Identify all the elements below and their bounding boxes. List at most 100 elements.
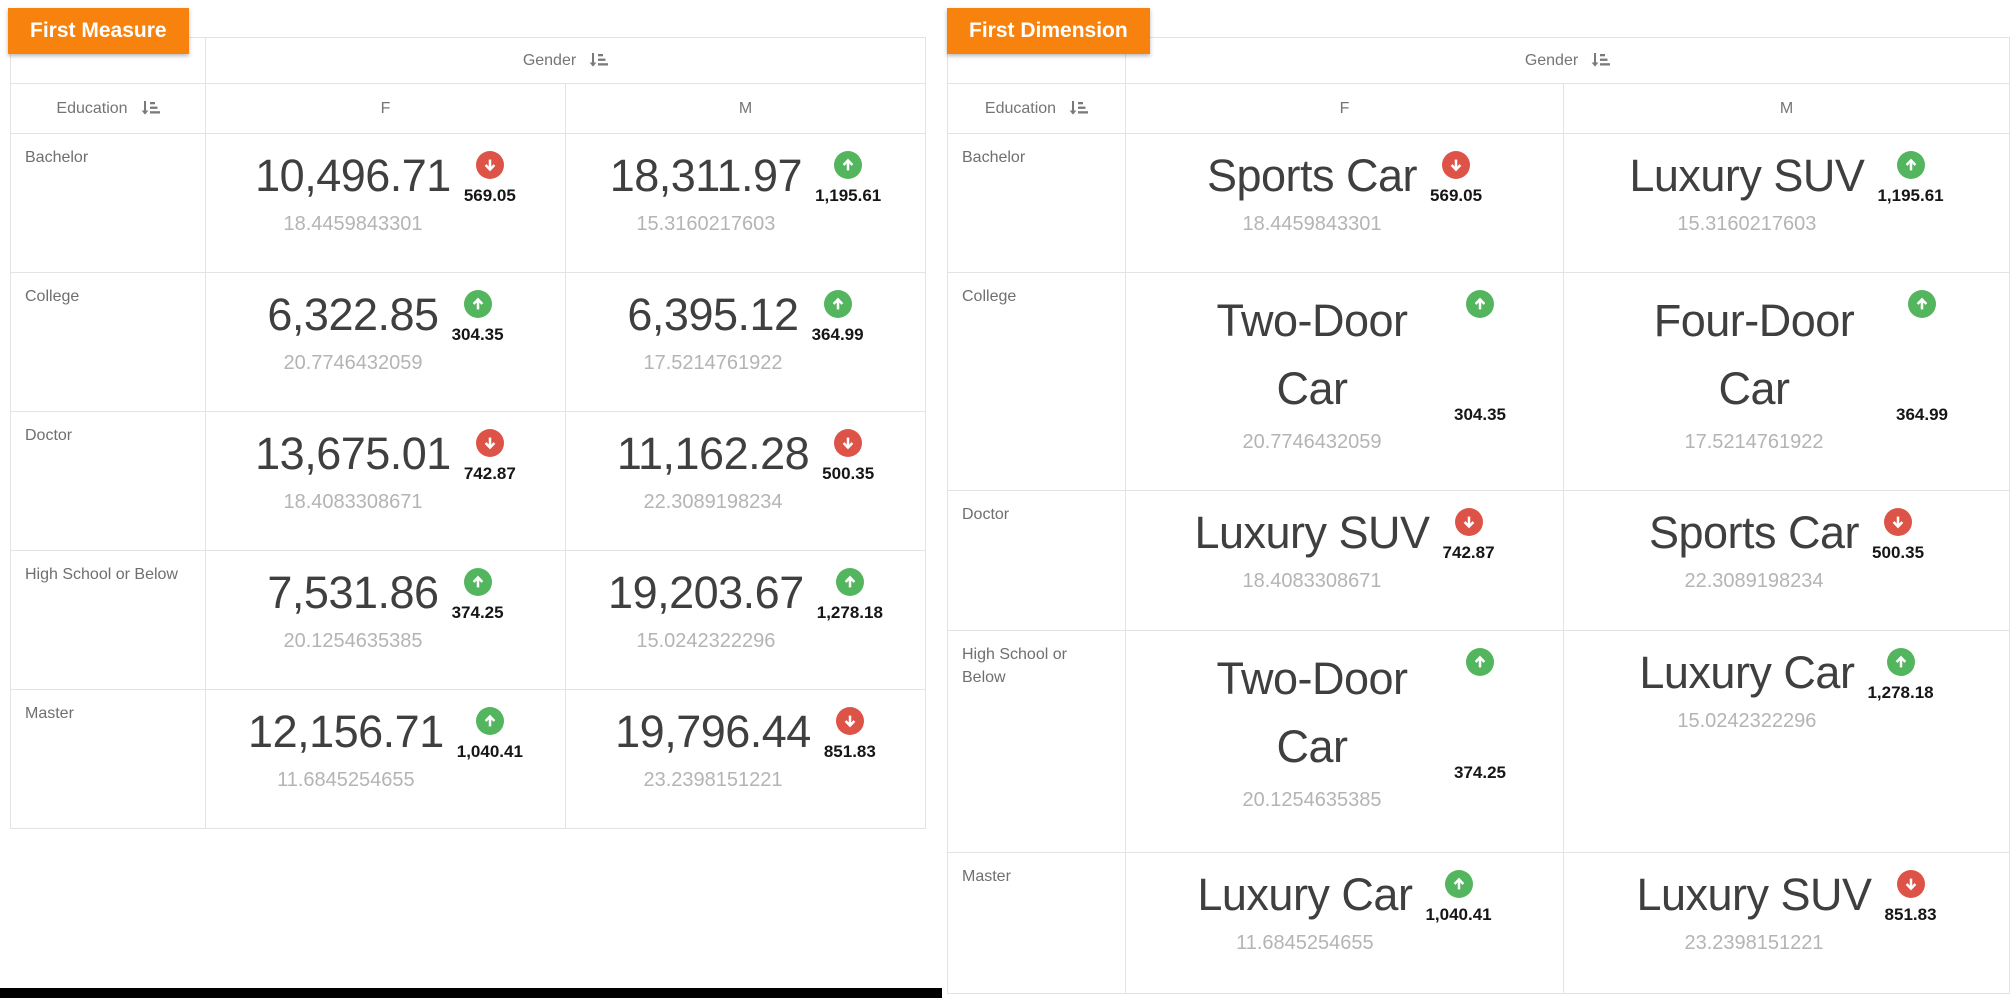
kpi-delta: 1,195.61	[815, 186, 882, 205]
kpi-cell[interactable]: 19,203.67 15.0242322296 1,278.18	[565, 550, 926, 690]
trend-arrow-icon	[1886, 648, 1915, 676]
kpi-secondary-value: 23.2398151221	[1684, 932, 1824, 955]
kpi-secondary-value: 20.7746432059	[1242, 431, 1382, 453]
kpi-delta: 1,278.18	[1867, 683, 1934, 702]
kpi-cell[interactable]: 11,162.28 22.3089198234 500.35	[565, 411, 926, 551]
kpi-secondary-value: 20.1254635385	[283, 630, 423, 653]
kpi-value: 13,675.01	[255, 428, 451, 479]
kpi-delta: 364.99	[1896, 405, 1948, 424]
row-label-bachelor[interactable]: Bachelor	[947, 133, 1126, 273]
sort-amount-icon[interactable]	[140, 100, 160, 117]
panel-title-badge: First Measure	[8, 8, 189, 54]
kpi-value: Luxury Car	[1197, 869, 1413, 920]
kpi-cell[interactable]: 6,322.85 20.7746432059 304.35	[205, 272, 566, 412]
kpi-delta: 742.87	[463, 464, 516, 483]
kpi-cell[interactable]: 10,496.71 18.4459843301 569.05	[205, 133, 566, 273]
kpi-delta: 364.99	[811, 325, 864, 344]
column-dimension-header[interactable]: Gender	[1125, 37, 2010, 84]
kpi-cell[interactable]: Luxury SUV 15.3160217603 1,195.61	[1563, 133, 2010, 273]
row-label-doctor[interactable]: Doctor	[10, 411, 206, 551]
trend-arrow-icon	[834, 151, 863, 179]
kpi-secondary-value: 18.4083308671	[1242, 570, 1382, 593]
column-dimension-label: Gender	[1524, 51, 1579, 69]
kpi-delta: 374.25	[1454, 763, 1506, 782]
kpi-value: Sports Car	[1648, 507, 1860, 558]
row-label-bachelor[interactable]: Bachelor	[10, 133, 206, 273]
row-label-master[interactable]: Master	[10, 689, 206, 829]
trend-arrow-icon	[1442, 151, 1471, 179]
kpi-delta: 1,195.61	[1877, 186, 1944, 205]
kpi-cell[interactable]: 13,675.01 18.4083308671 742.87	[205, 411, 566, 551]
kpi-secondary-value: 20.1254635385	[1242, 789, 1382, 811]
kpi-delta: 851.83	[823, 742, 876, 761]
kpi-delta: 569.05	[463, 186, 516, 205]
kpi-value: 19,203.67	[608, 567, 804, 618]
kpi-cell[interactable]: Two-Door Car 20.7746432059 304.35	[1125, 272, 1564, 491]
kpi-value: Luxury SUV	[1194, 507, 1430, 558]
trend-arrow-icon	[1454, 508, 1483, 536]
column-header-f[interactable]: F	[1125, 83, 1564, 134]
row-dimension-header[interactable]: Education	[10, 83, 206, 134]
row-label-high-school[interactable]: High School or Below	[947, 630, 1126, 853]
trend-arrow-icon	[1896, 151, 1925, 179]
column-dimension-header[interactable]: Gender	[205, 37, 926, 84]
kpi-cell[interactable]: Luxury Car 15.0242322296 1,278.18	[1563, 630, 2010, 853]
row-label-text: Doctor	[25, 427, 73, 444]
kpi-delta: 304.35	[451, 325, 504, 344]
kpi-delta: 851.83	[1884, 905, 1937, 924]
kpi-secondary-value: 11.6845254655	[1236, 932, 1374, 955]
first-measure-panel: Gender Education F M Bachelor	[0, 0, 942, 998]
trend-arrow-icon	[823, 290, 852, 318]
kpi-secondary-value: 15.0242322296	[1677, 710, 1817, 733]
kpi-secondary-value: 18.4083308671	[283, 491, 423, 514]
kpi-delta: 500.35	[822, 464, 875, 483]
kpi-value: 6,395.12	[627, 289, 799, 340]
kpi-cell[interactable]: Luxury Car 11.6845254655 1,040.41	[1125, 852, 1564, 994]
kpi-value: Luxury Car	[1639, 647, 1855, 698]
row-label-master[interactable]: Master	[947, 852, 1126, 994]
column-header-f[interactable]: F	[205, 83, 566, 134]
kpi-cell[interactable]: 6,395.12 17.5214761922 364.99	[565, 272, 926, 412]
kpi-cell[interactable]: Four-Door Car 17.5214761922 364.99	[1563, 272, 2010, 491]
column-header-m[interactable]: M	[1563, 83, 2010, 134]
sort-amount-icon[interactable]	[1068, 100, 1089, 117]
kpi-value: 12,156.71	[248, 706, 444, 757]
kpi-value: Sports Car	[1206, 150, 1418, 201]
row-label-college[interactable]: College	[947, 272, 1126, 491]
row-label-doctor[interactable]: Doctor	[947, 490, 1126, 631]
kpi-cell[interactable]: Luxury SUV 23.2398151221 851.83	[1563, 852, 2010, 994]
kpi-cell[interactable]: 19,796.44 23.2398151221 851.83	[565, 689, 926, 829]
trend-arrow-icon	[1896, 870, 1925, 898]
kpi-secondary-value: 15.0242322296	[636, 630, 776, 653]
kpi-delta: 1,040.41	[456, 742, 523, 761]
trend-arrow-icon	[1466, 290, 1494, 318]
kpi-delta: 500.35	[1872, 543, 1925, 562]
kpi-cell[interactable]: 7,531.86 20.1254635385 374.25	[205, 550, 566, 690]
kpi-secondary-value: 18.4459843301	[283, 213, 423, 236]
trend-arrow-icon	[475, 151, 504, 179]
trend-arrow-icon	[1884, 508, 1913, 536]
kpi-delta: 304.35	[1454, 405, 1506, 424]
kpi-cell[interactable]: 18,311.97 15.3160217603 1,195.61	[565, 133, 926, 273]
first-measure-pivot-table: Gender Education F M Bachelor	[10, 37, 926, 829]
row-dimension-header[interactable]: Education	[947, 83, 1126, 134]
kpi-cell[interactable]: Sports Car 18.4459843301 569.05	[1125, 133, 1564, 273]
kpi-value: 10,496.71	[255, 150, 451, 201]
kpi-cell[interactable]: Two-Door Car 20.1254635385 374.25	[1125, 630, 1564, 853]
kpi-value: 7,531.86	[267, 567, 439, 618]
trend-arrow-icon	[834, 429, 863, 457]
kpi-delta: 1,278.18	[816, 603, 883, 622]
kpi-cell[interactable]: Luxury SUV 18.4083308671 742.87	[1125, 490, 1564, 631]
kpi-delta: 1,040.41	[1425, 905, 1492, 924]
row-label-high-school[interactable]: High School or Below	[10, 550, 206, 690]
kpi-cell[interactable]: Sports Car 22.3089198234 500.35	[1563, 490, 2010, 631]
sort-amount-icon[interactable]	[1590, 52, 1611, 69]
row-label-text: College	[25, 288, 80, 305]
column-header-m[interactable]: M	[565, 83, 926, 134]
kpi-cell[interactable]: 12,156.71 11.6845254655 1,040.41	[205, 689, 566, 829]
row-label-text: Master	[962, 868, 1011, 885]
sort-amount-icon[interactable]	[588, 52, 609, 69]
kpi-secondary-value: 22.3089198234	[643, 491, 783, 514]
kpi-value: 11,162.28	[616, 428, 810, 479]
row-label-college[interactable]: College	[10, 272, 206, 412]
